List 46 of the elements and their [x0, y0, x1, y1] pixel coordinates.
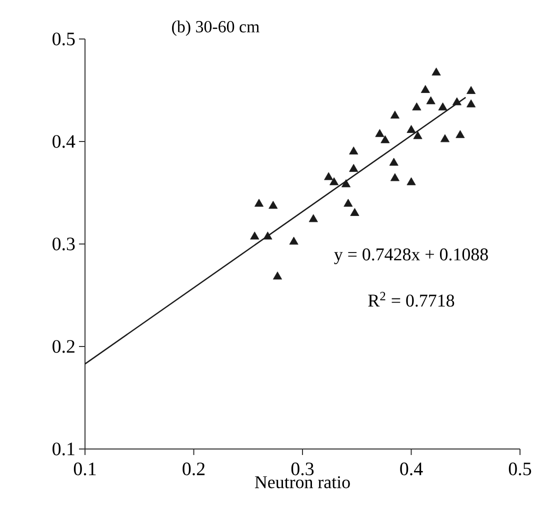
- point: [466, 86, 476, 94]
- point: [375, 129, 384, 138]
- point: [344, 198, 353, 207]
- annotation: R$^{2}$ = 0.7718: [368, 292, 454, 307]
- point: [289, 236, 298, 245]
- point: [380, 135, 390, 144]
- x-tick-label: 0.2: [182, 462, 205, 476]
- x-tick-label: 0.3: [291, 462, 314, 476]
- point: [324, 172, 334, 180]
- point: [456, 130, 465, 138]
- point: [308, 214, 318, 222]
- point: [389, 158, 398, 166]
- point: [254, 198, 264, 207]
- point: [268, 200, 278, 209]
- point: [406, 125, 416, 133]
- point: [350, 208, 360, 216]
- y-tick-label: 0.1: [52, 442, 74, 456]
- x-axis-title: Neutron ratio: [254, 476, 350, 488]
- point: [349, 146, 358, 154]
- point: [440, 134, 450, 142]
- y-tick-label: 0.3: [52, 238, 75, 250]
- x-tick-label: 0.4: [400, 462, 423, 476]
- point: [420, 85, 430, 93]
- point: [413, 131, 422, 140]
- annotation: y = 0.7428x + 0.1088: [334, 248, 488, 264]
- y-tick-label: 0.4: [52, 135, 76, 148]
- point: [390, 110, 400, 119]
- point: [432, 68, 441, 76]
- point: [349, 164, 358, 172]
- y-tick-label: 0.5: [52, 32, 75, 46]
- point: [330, 177, 339, 186]
- point: [390, 173, 400, 182]
- point: [341, 179, 351, 188]
- y-tick-label: 0.2: [52, 340, 74, 353]
- point: [406, 177, 416, 186]
- point: [438, 102, 448, 110]
- x-tick-label: 0.1: [74, 462, 96, 476]
- point: [426, 96, 436, 104]
- point: [466, 99, 476, 108]
- point: [263, 232, 272, 240]
- point: [452, 97, 462, 106]
- x-tick-label: 0.5: [508, 462, 532, 476]
- point: [250, 232, 260, 240]
- point: [412, 102, 422, 110]
- chart-title: (b) 30-60 cm: [172, 20, 260, 36]
- point: [272, 272, 282, 280]
